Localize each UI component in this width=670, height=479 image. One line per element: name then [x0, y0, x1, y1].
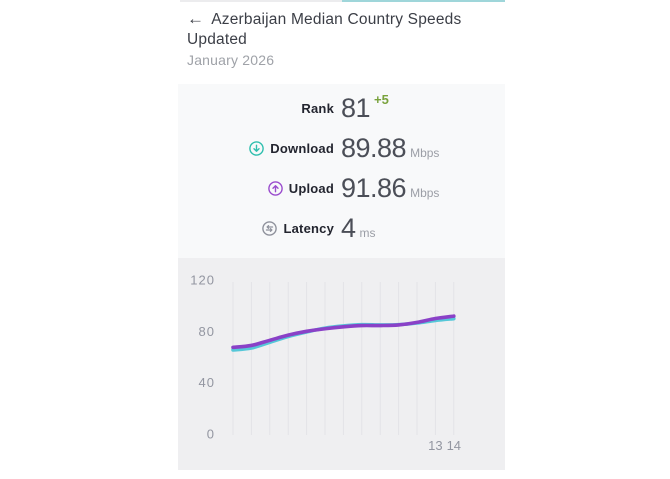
speed-history-plot[interactable]: 0 40 80 120 13 14	[178, 258, 505, 470]
svg-text:13: 13	[428, 438, 442, 453]
page-subtitle: January 2026	[187, 52, 275, 68]
download-unit: Mbps	[410, 145, 440, 160]
header: ← Azerbaijan Median Country Speeds Update…	[187, 9, 479, 68]
svg-text:14: 14	[447, 438, 461, 453]
tab-indicator-active[interactable]	[342, 0, 505, 2]
upload-unit: Mbps	[410, 185, 440, 200]
rank-delta-badge: +5	[374, 91, 389, 107]
stats-panel: Rank 81 +5 Download 89.88 Mbps	[178, 84, 505, 258]
latency-label: Latency	[283, 220, 334, 236]
back-arrow-icon[interactable]: ←	[187, 9, 205, 28]
rank-value: 81	[341, 92, 371, 123]
upload-icon	[267, 180, 283, 196]
svg-text:80: 80	[199, 324, 215, 339]
latency-icon	[262, 220, 278, 236]
download-label: Download	[270, 140, 334, 156]
latency-value: 4	[341, 212, 356, 243]
page-title-line: ← Azerbaijan Median Country Speeds Update…	[187, 9, 479, 50]
rank-row: Rank 81 +5	[178, 88, 505, 128]
svg-text:40: 40	[199, 375, 215, 390]
speed-history-chart: 0 40 80 120 13 14	[178, 258, 505, 470]
upload-label: Upload	[288, 180, 334, 196]
rank-label: Rank	[301, 100, 334, 116]
latency-unit: ms	[359, 225, 376, 240]
tab-indicator-inactive[interactable]	[180, 0, 342, 2]
svg-text:0: 0	[207, 427, 215, 442]
download-icon	[249, 140, 265, 156]
tab-indicator	[180, 0, 505, 2]
download-value: 89.88	[341, 132, 407, 163]
download-row: Download 89.88 Mbps	[178, 128, 505, 168]
svg-text:120: 120	[190, 273, 215, 288]
upload-value: 91.86	[341, 172, 407, 203]
page-title: Azerbaijan Median Country Speeds Updated	[187, 11, 462, 48]
latency-row: Latency 4 ms	[178, 208, 505, 248]
upload-row: Upload 91.86 Mbps	[178, 168, 505, 208]
